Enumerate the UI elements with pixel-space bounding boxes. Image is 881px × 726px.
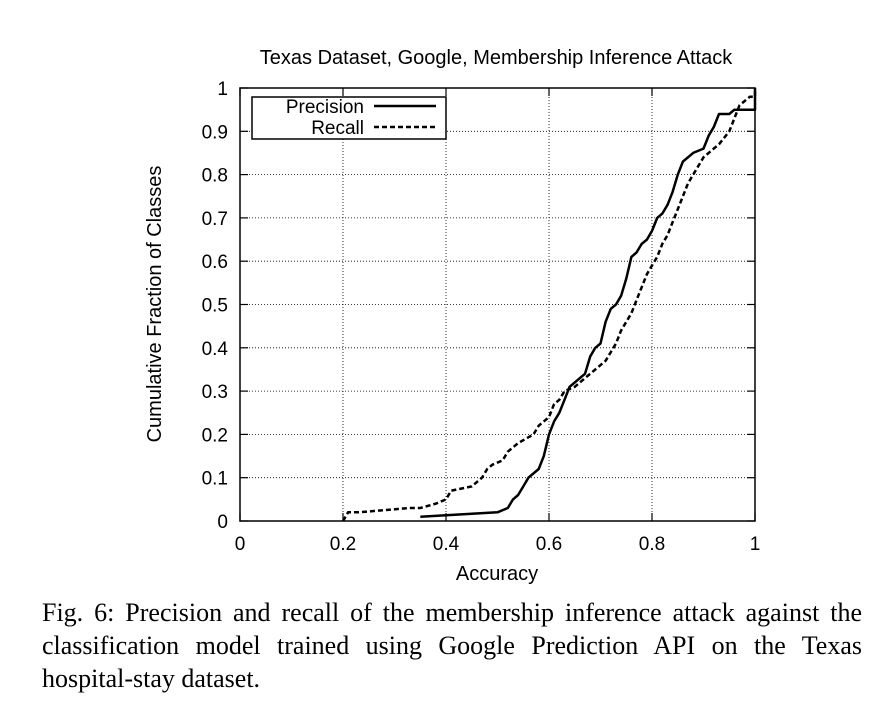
y-tick-label: 0.3 — [202, 382, 228, 403]
chart-title: Texas Dataset, Google, Membership Infere… — [260, 47, 733, 69]
y-tick-label: 0.9 — [202, 122, 228, 143]
y-axis-label: Cumulative Fraction of Classes — [144, 166, 166, 443]
series-line-recall — [341, 88, 757, 522]
x-tick-label: 0 — [235, 534, 246, 555]
legend-label-recall: Recall — [311, 118, 364, 139]
y-tick-label: 1 — [217, 79, 228, 100]
legend: Precision Recall — [251, 96, 447, 140]
y-tick-label: 0.5 — [202, 296, 228, 317]
legend-label-precision: Precision — [286, 97, 364, 118]
ticks: 0 0.1 0.2 0.3 0.4 0.5 0.6 0.7 0.8 0.9 1 0 0.2 0.4 0.6 0… — [202, 79, 761, 555]
figure-caption: Fig. 6: Precision and recall of the memb… — [42, 598, 862, 693]
y-tick-label: 0.8 — [202, 166, 228, 187]
y-tick-label: 0.1 — [202, 469, 228, 490]
x-tick-label: 0.6 — [536, 534, 562, 555]
x-axis-label: Accuracy — [456, 563, 538, 585]
y-tick-label: 0.6 — [202, 252, 228, 273]
y-tick-label: 0 — [217, 512, 228, 533]
x-tick-label: 0.8 — [639, 534, 665, 555]
series-line-precision — [420, 88, 757, 518]
legend-box — [251, 96, 447, 140]
plot-frame — [239, 87, 756, 522]
series-layer — [341, 88, 757, 522]
grid — [240, 88, 755, 521]
y-tick-label: 0.2 — [202, 425, 228, 446]
x-tick-label: 0.2 — [330, 534, 356, 555]
y-tick-label: 0.4 — [202, 339, 229, 360]
chart: Texas Dataset, Google, Membership Infere… — [144, 47, 761, 585]
x-tick-label: 0.4 — [433, 534, 460, 555]
y-tick-label: 0.7 — [202, 209, 228, 230]
x-tick-label: 1 — [750, 534, 761, 555]
